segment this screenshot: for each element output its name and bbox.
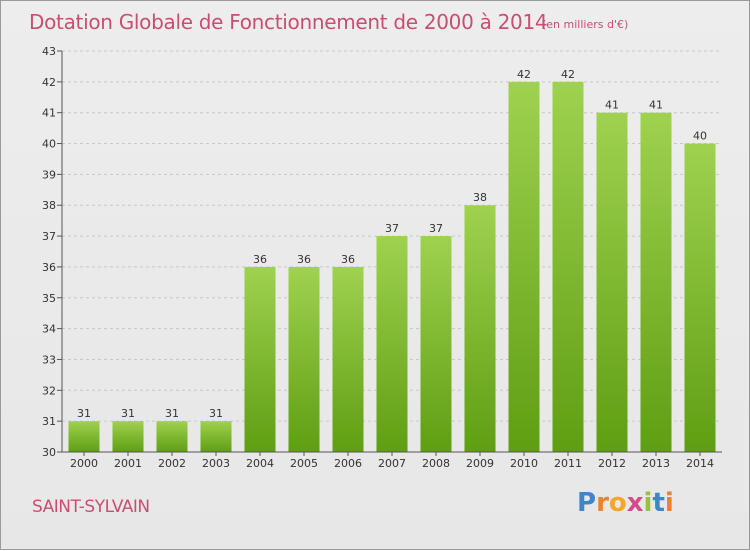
logo-letter: i	[643, 488, 653, 518]
y-tick-label: 36	[42, 261, 56, 274]
bar-2013	[640, 112, 672, 452]
bar-2009	[464, 205, 496, 452]
y-tick-label: 33	[42, 353, 56, 366]
y-tick-label: 38	[42, 199, 56, 212]
y-tick-label: 30	[42, 446, 56, 459]
data-label: 36	[341, 253, 355, 266]
x-tick-label: 2005	[290, 457, 318, 470]
bar-2014	[684, 143, 716, 453]
x-tick-label: 2003	[202, 457, 230, 470]
y-tick-label: 37	[42, 230, 56, 243]
data-labels: 31 31 31 31 36 36 36 37 37 38 42 42 41 41 40	[77, 68, 707, 420]
data-label: 42	[517, 68, 531, 81]
x-tick-label: 2007	[378, 457, 406, 470]
y-tick-label: 35	[42, 292, 56, 305]
logo-letter: r	[596, 488, 609, 518]
data-label: 37	[385, 222, 399, 235]
y-tick-label: 41	[42, 107, 56, 120]
bar-2011	[552, 81, 584, 452]
chart-title: Dotation Globale de Fonctionnement de 20…	[29, 10, 548, 34]
bar-2010	[508, 81, 540, 452]
x-tick-label: 2006	[334, 457, 362, 470]
data-label: 31	[121, 407, 135, 420]
x-tick-label: 2004	[246, 457, 274, 470]
logo-letter: i	[664, 488, 674, 518]
logo-letter: t	[652, 488, 665, 518]
y-tick-label: 43	[42, 45, 56, 58]
data-label: 38	[473, 191, 487, 204]
x-tick-label: 2009	[466, 457, 494, 470]
bar-2005	[288, 266, 320, 452]
data-label: 41	[649, 99, 663, 112]
x-tick-label: 2001	[114, 457, 142, 470]
commune-name: SAINT-SYLVAIN	[32, 497, 150, 517]
y-tick-label: 31	[42, 415, 56, 428]
bar-2008	[420, 236, 452, 452]
data-label: 41	[605, 99, 619, 112]
bar-2012	[596, 112, 628, 452]
data-label: 40	[693, 130, 707, 143]
axes: 30 31 32 33 34 35 36 37 38 39 40 41 42 43 2000 2001 2002…	[42, 45, 722, 470]
logo-letter: P	[577, 488, 597, 518]
data-label: 42	[561, 68, 575, 81]
y-tick-label: 40	[42, 138, 56, 151]
bar-2002	[156, 421, 188, 452]
logo-letter: x	[626, 488, 644, 518]
data-label: 36	[297, 253, 311, 266]
logo-letter: o	[608, 488, 627, 518]
bar-2003	[200, 421, 232, 452]
data-label: 36	[253, 253, 267, 266]
proxiti-logo: Proxiti	[577, 488, 674, 518]
data-label: 37	[429, 222, 443, 235]
y-tick-label: 39	[42, 168, 56, 181]
y-tick-label: 32	[42, 384, 56, 397]
x-tick-label: 2013	[642, 457, 670, 470]
bar-2001	[112, 421, 144, 452]
bar-2004	[244, 266, 276, 452]
x-tick-label: 2010	[510, 457, 538, 470]
chart-unit: (en milliers d'€)	[542, 18, 629, 31]
bar-2006	[332, 266, 364, 452]
x-tick-label: 2014	[686, 457, 714, 470]
x-tick-label: 2008	[422, 457, 450, 470]
bar-2007	[376, 236, 408, 452]
y-tick-label: 34	[42, 323, 56, 336]
y-tick-label: 42	[42, 76, 56, 89]
x-tick-label: 2000	[70, 457, 98, 470]
x-tick-label: 2011	[554, 457, 582, 470]
bar-2000	[68, 421, 100, 452]
data-label: 31	[209, 407, 223, 420]
bars	[68, 81, 716, 453]
x-tick-label: 2002	[158, 457, 186, 470]
data-label: 31	[165, 407, 179, 420]
x-tick-label: 2012	[598, 457, 626, 470]
data-label: 31	[77, 407, 91, 420]
